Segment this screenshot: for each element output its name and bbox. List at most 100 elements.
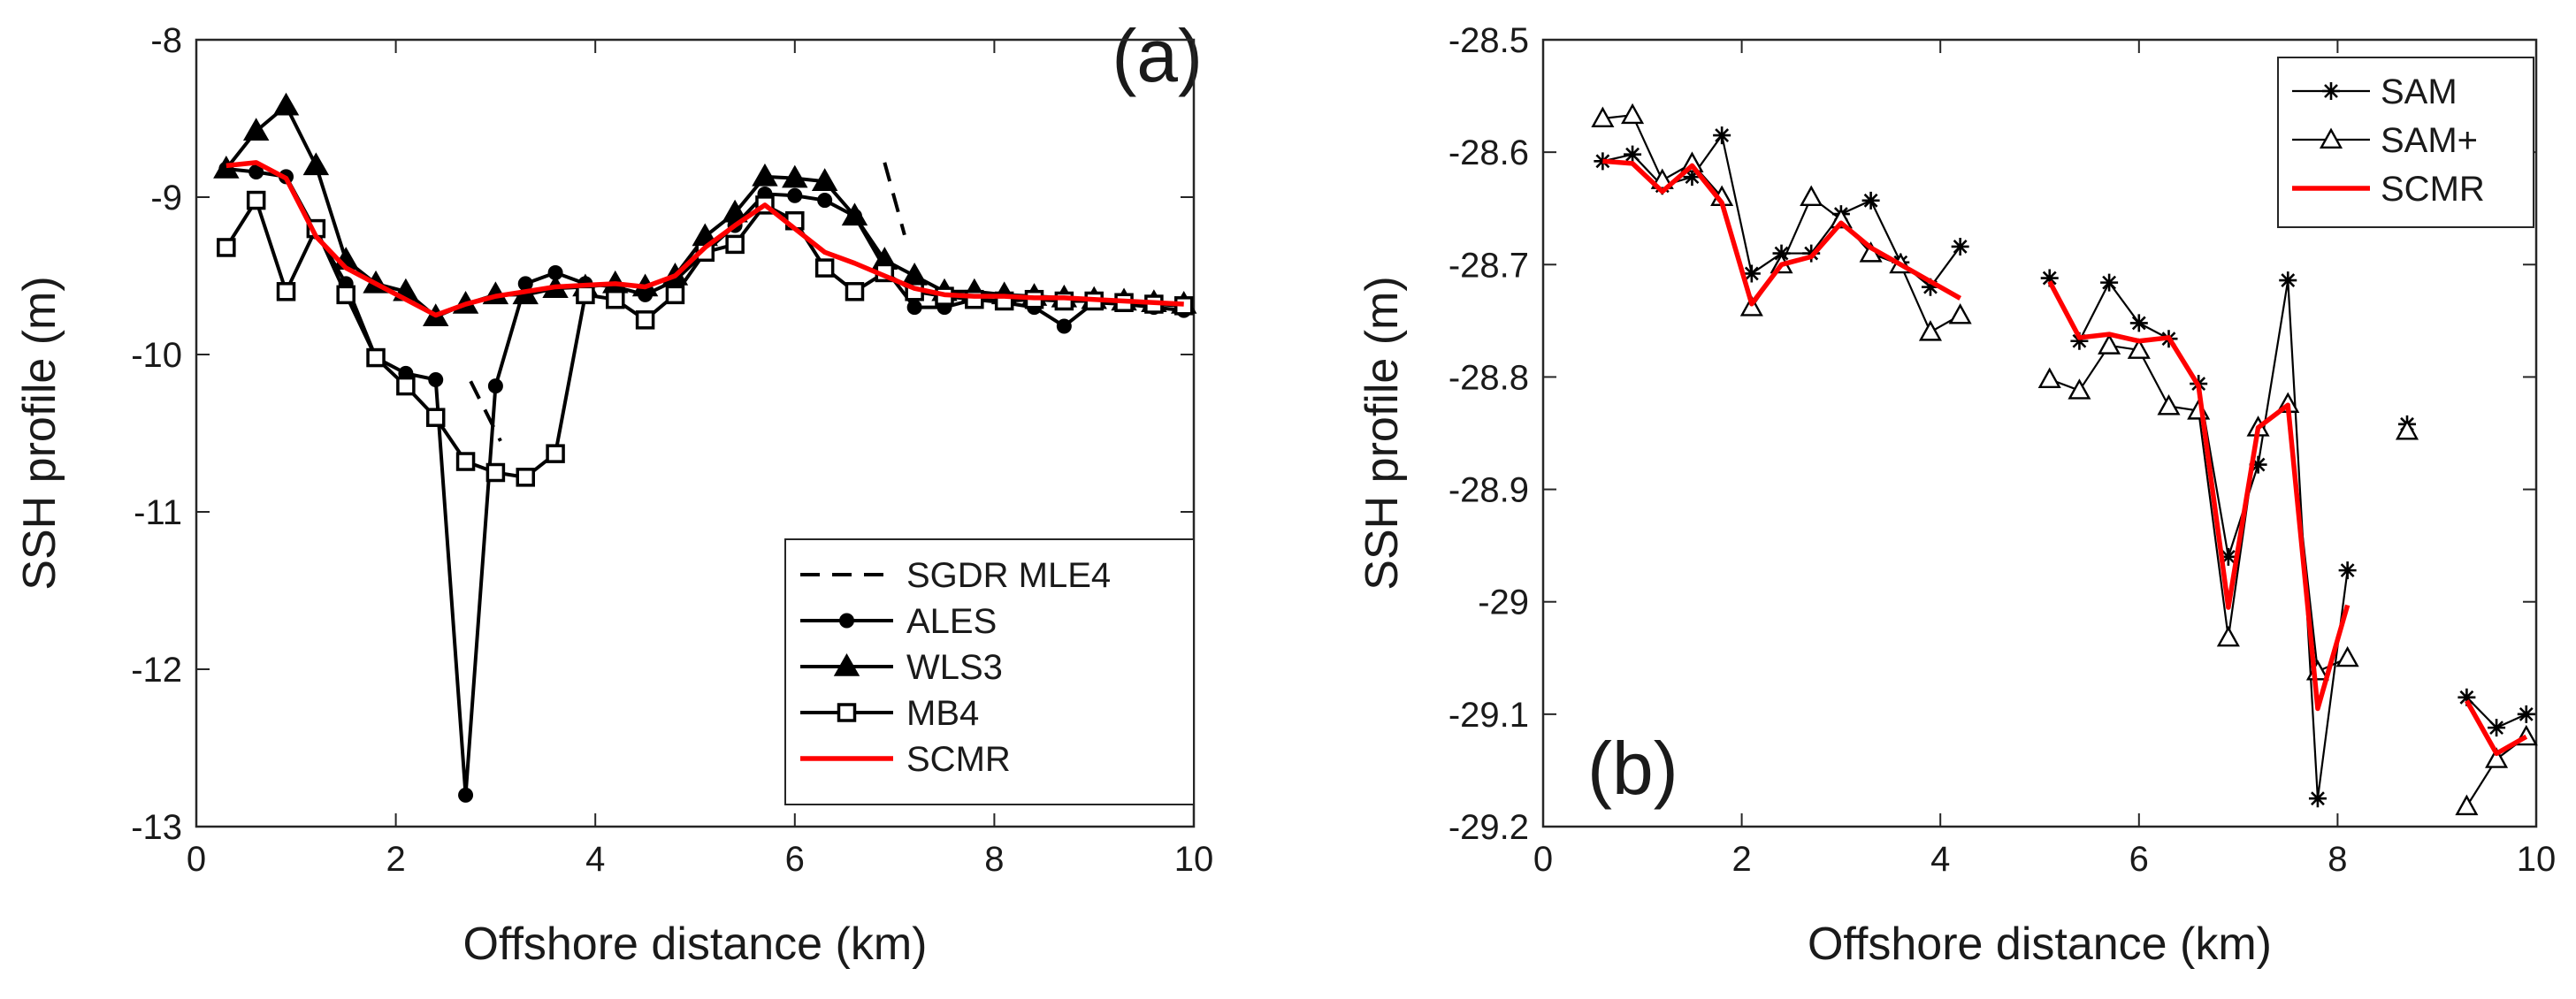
data-point-sam [1861,191,1880,210]
data-point-ales [787,187,803,203]
y-tick-label: -28.5 [1449,21,1529,60]
data-point-wls3 [242,118,270,141]
data-point-wls3 [782,164,808,188]
data-point-ales [458,787,474,803]
y-tick-label: -28.8 [1449,358,1529,397]
legend-marker-wls3 [833,652,860,676]
y-tick-label: -28.6 [1449,133,1529,172]
data-point-sam [2098,333,2121,355]
data-point-mb4 [814,258,835,278]
x-tick-label: 2 [386,840,405,879]
data-point-sam [1624,145,1642,164]
data-point-mb4 [455,452,476,471]
panel-a-label: (a) [1112,14,1203,97]
x-tick-label: 2 [1731,840,1751,879]
data-point-sam [2068,378,2091,400]
y-tick-label: -10 [131,336,182,375]
data-point-sam [2249,455,2267,474]
data-point-sam [2488,719,2506,737]
x-tick-label: 0 [187,840,206,879]
data-point-sam [1951,237,1969,255]
data-point-wls3 [722,199,748,223]
data-point-sam [1948,303,1972,324]
series-line-scmr [2464,699,2528,757]
y-tick-label: -29.2 [1449,808,1529,847]
y-tick-label: -9 [150,179,182,217]
series-line-scmr [1602,158,1962,307]
data-point-sam [1683,168,1701,187]
data-point-ales [1056,318,1072,334]
series-line-sgdr-mle4 [883,162,906,236]
data-point-wls3 [841,202,868,226]
data-point-sam [2100,273,2119,292]
data-point-sam [1713,126,1731,145]
data-point-mb4 [425,408,446,427]
data-point-mb4 [725,234,745,255]
y-tick-label: -28.9 [1449,471,1529,510]
data-point-sam [2219,547,2237,566]
legend-label-scmr: SCMR [2381,170,2485,209]
legend-marker-mb4 [837,703,857,722]
panel-b-label: (b) [1587,727,1678,810]
data-point-sam [2037,367,2061,388]
data-point-mb4 [576,285,595,305]
data-point-mb4 [516,468,535,487]
legend-label-scmr: SCMR [906,740,1011,779]
series-sam [1594,126,2535,808]
y-tick-label: -11 [134,493,182,532]
x-tick-label: 4 [585,840,605,879]
series-wls3 [213,92,1197,327]
series-line-scmr [2047,280,2351,712]
panel-b: (b) 0 2 4 6 8 10 -29.2 -29.1 -29 -28.9 -28.8 -28.7 -… [1357,21,2556,970]
x-axis-label: Offshore distance (km) [462,919,927,970]
data-point-sam [2458,688,2476,706]
y-tick-label: -29 [1478,583,1529,622]
data-point-sam [1621,103,1645,125]
data-point-sam [2308,789,2327,808]
series-scmr [225,160,1184,318]
y-tick-label: -29.1 [1449,696,1529,735]
data-point-ales [906,300,922,316]
data-point-wls3 [272,92,300,116]
data-point-sam [1742,264,1761,283]
series-line-sam [1602,114,1961,333]
data-point-mb4 [635,310,655,330]
data-point-sam [1918,320,1943,341]
legend-label-sam: SAM+ [2381,121,2478,160]
legend-marker-sam [2319,127,2343,149]
legend-label-ales: ALES [906,602,997,641]
data-point-sam [2335,645,2359,667]
data-point-mb4 [336,285,355,305]
data-point-sam [2127,338,2151,359]
data-point-wls3 [302,152,330,176]
data-point-ales [487,378,503,394]
legend-label-mb4: MB4 [906,694,979,733]
data-point-wls3 [752,163,778,187]
legend: SAM SAM+ SCMR [2277,57,2534,228]
series-sgdr-mle4 [469,162,906,442]
data-point-sam [1921,278,1939,296]
data-point-mb4 [485,462,506,483]
data-point-sam [2157,394,2181,416]
legend-label-sgdr-mle4: SGDR MLE4 [906,556,1111,595]
y-tick-label: -12 [131,651,182,690]
series-scmr [1602,158,2528,757]
data-point-mb4 [217,238,236,257]
data-point-ales [817,193,833,209]
data-point-mb4 [246,190,266,210]
x-tick-label: 6 [785,840,805,879]
series-line-sgdr-mle4 [469,380,502,442]
legend-marker-ales [839,613,854,629]
data-point-sam [2517,705,2535,723]
x-tick-label: 10 [2517,840,2557,879]
legend-box [2277,57,2534,228]
panel-a: (a) 0 2 4 6 8 10 -13 -12 -11 -10 -9 -8 Offshore dist… [14,14,1213,970]
y-axis-label: SSH profile (m) [1357,276,1408,590]
data-point-mb4 [606,289,625,309]
plot-frame [195,38,1196,828]
data-point-sam [1829,207,1853,229]
x-tick-label: 10 [1174,840,1214,879]
data-point-sam [2338,561,2357,580]
data-point-sam [1591,106,1615,128]
